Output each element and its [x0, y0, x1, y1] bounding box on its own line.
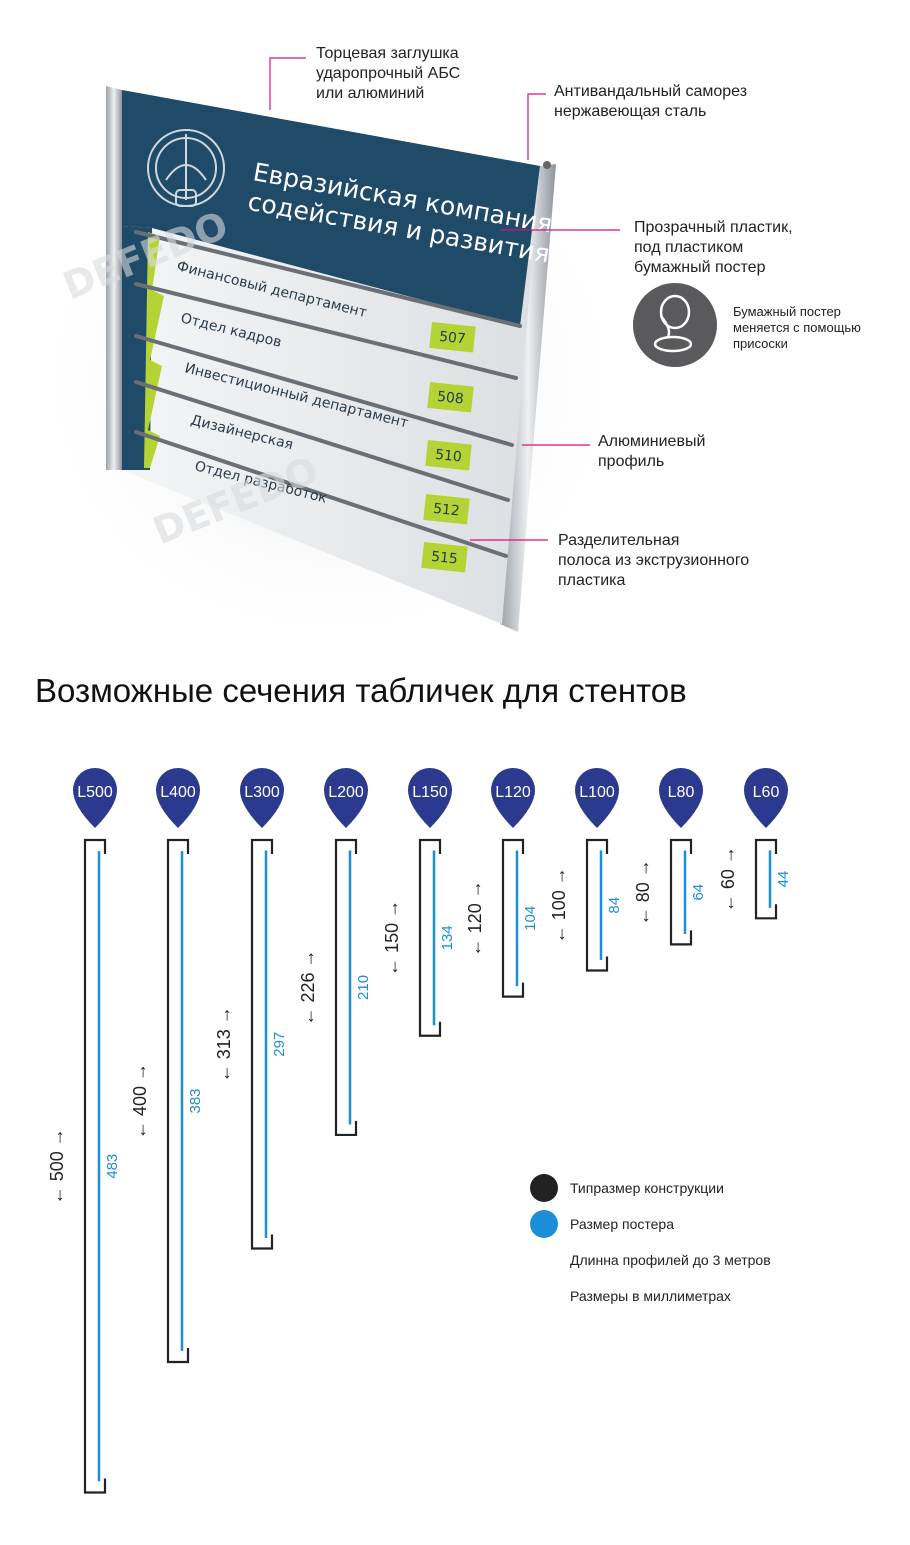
callout-profile: Алюминиевый профиль: [598, 433, 706, 470]
sign-illustration: Евразийская компания содействия и развит…: [30, 57, 717, 650]
section-l60: L60 ← 60 → 44: [718, 768, 792, 920]
legend-frame-label: Типразмер конструкции: [570, 1180, 724, 1196]
sign-row-number: 508: [427, 381, 474, 413]
right-profile: [500, 164, 556, 632]
legend-note1: Длинна профилей до 3 метров: [570, 1252, 771, 1268]
section-l300: L300 ← 313 → 297: [214, 768, 288, 1250]
section-marker-label: L120: [495, 784, 531, 801]
legend-note-length: Длинна профилей до 3 метров: [530, 1242, 771, 1278]
poster-size-label: 483: [104, 1154, 121, 1179]
section-marker-label: L100: [579, 784, 615, 801]
frame-size-label: ← 400 →: [130, 1063, 150, 1139]
frame-size-label: ← 226 →: [298, 949, 318, 1025]
frame-size-label: ← 313 →: [214, 1006, 234, 1082]
frame-profile: [334, 838, 358, 1137]
callout-plastic: Прозрачный пластик, под пластиком бумажн…: [634, 219, 793, 276]
sign-header: [122, 90, 540, 326]
legend-poster: Размер постера: [530, 1206, 771, 1242]
section-marker: L400: [156, 767, 201, 828]
section-marker: L100: [575, 768, 619, 828]
sign-row-number: 512: [423, 493, 470, 525]
section-marker-label: L60: [753, 784, 780, 801]
sign-green-accent: [144, 232, 164, 468]
legend-poster-label: Размер постера: [570, 1216, 674, 1232]
section-l500: L500 ← 500 → 483: [47, 768, 121, 1494]
svg-text:512: 512: [432, 501, 460, 520]
callout-suction: Бумажный постер меняется с помощью присо…: [733, 304, 861, 351]
section-marker: L300: [240, 768, 284, 828]
poster-size-label: 134: [439, 925, 456, 950]
sign-row-number: 510: [425, 440, 472, 471]
section-marker: L150: [408, 768, 452, 828]
poster-size-label: 84: [606, 897, 623, 914]
profile-sections: L500 ← 500 → 483 L400 ← 400 → 383 L300 ← 313 → 2…: [47, 767, 792, 1494]
emblem-icon: [147, 129, 225, 207]
frame-profile: [166, 838, 190, 1364]
section-marker: L120: [491, 768, 535, 828]
divider-strip: [134, 282, 518, 380]
divider-strip: [134, 430, 508, 558]
poster-size-label: 297: [271, 1032, 288, 1057]
section-marker: L500: [73, 768, 117, 828]
section-l200: L200 ← 226 → 210: [298, 768, 372, 1137]
suction-cup-icon: [633, 283, 717, 367]
frame-size-label: ← 150 →: [382, 900, 402, 976]
poster-size-label: 210: [355, 975, 372, 1000]
section-marker-label: L500: [77, 784, 113, 801]
section-marker: L60: [744, 768, 788, 828]
callout-end-cap: Торцевая заглушка ударопрочный АБС или а…: [316, 45, 461, 102]
frame-size-label: ← 80 →: [633, 859, 653, 925]
frame-profile: [418, 838, 442, 1037]
svg-text:510: 510: [434, 447, 462, 466]
poster-size-label: 104: [522, 906, 539, 931]
frame-profile: [669, 838, 693, 946]
svg-text:508: 508: [436, 389, 464, 408]
callout-line-screw: [527, 93, 546, 160]
sign-row-number: 507: [429, 321, 476, 353]
left-end-cap: [106, 86, 122, 470]
frame-profile: [83, 838, 107, 1494]
poster-size-label: 383: [187, 1088, 204, 1113]
divider-strip: [134, 230, 522, 328]
poster-dot-icon: [530, 1210, 558, 1238]
frame-size-label: ← 500 →: [47, 1128, 67, 1204]
legend: Типразмер конструкции Размер постера Дли…: [530, 1170, 771, 1314]
frame-profile: [250, 838, 274, 1250]
divider-strip: [134, 334, 514, 447]
legend-note2: Размеры в миллиметрах: [570, 1288, 731, 1304]
callout-screw: Антивандальный саморез нержавеющая сталь: [554, 83, 748, 120]
section-l150: L150 ← 150 → 134: [382, 768, 456, 1037]
sign-row-number: 515: [421, 542, 468, 573]
callout-divider: Разделительная полоса из экструзионного …: [558, 532, 750, 589]
section-marker-label: L80: [668, 784, 695, 801]
section-title: Возможные сечения табличек для стентов: [35, 672, 687, 709]
poster-size-label: 44: [775, 871, 792, 888]
legend-frame: Типразмер конструкции: [530, 1170, 771, 1206]
section-marker-label: L400: [160, 784, 196, 801]
section-l100: L100 ← 100 → 84: [549, 768, 623, 972]
section-l120: L120 ← 120 → 104: [465, 768, 539, 998]
frame-dot-icon: [530, 1174, 558, 1202]
section-marker-label: L200: [328, 784, 364, 801]
frame-profile: [501, 838, 525, 998]
frame-size-label: ← 120 →: [465, 880, 485, 956]
section-l400: L400 ← 400 → 383: [130, 767, 204, 1364]
frame-profile: [585, 838, 609, 972]
frame-size-label: ← 100 →: [549, 867, 569, 943]
callout-line-end-cap: [269, 57, 306, 110]
svg-text:507: 507: [438, 329, 466, 348]
section-marker: L200: [324, 768, 368, 828]
svg-text:515: 515: [430, 549, 458, 568]
frame-size-label: ← 60 →: [718, 846, 738, 912]
section-l80: L80 ← 80 → 64: [633, 768, 707, 946]
frame-profile: [754, 838, 778, 920]
poster-size-label: 64: [690, 884, 707, 901]
section-marker-label: L150: [412, 784, 448, 801]
divider-strip: [134, 380, 510, 502]
legend-note-units: Размеры в миллиметрах: [530, 1278, 771, 1314]
section-marker-label: L300: [244, 784, 280, 801]
section-marker: L80: [659, 768, 703, 828]
